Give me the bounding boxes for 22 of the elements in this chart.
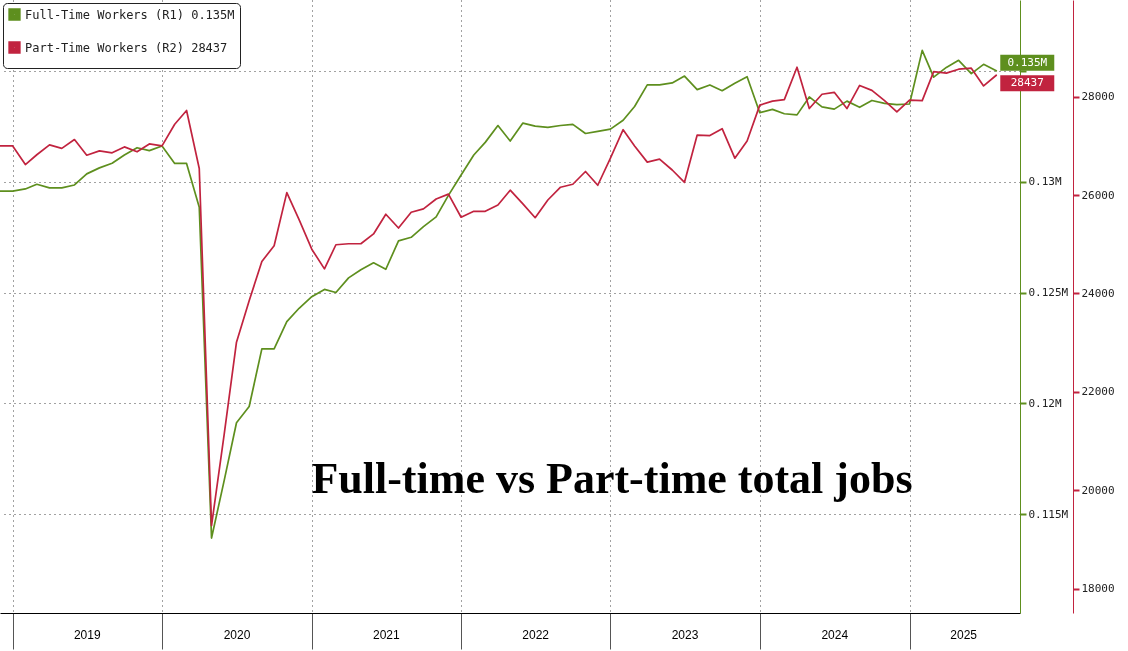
y2-tick-label: 28000: [1081, 90, 1115, 104]
y-tick-label: 0.115M: [1028, 507, 1069, 521]
y2-tick-label: 20000: [1081, 483, 1115, 497]
data-label: 28437: [1010, 76, 1044, 90]
x-tick-label: 2020: [223, 627, 251, 642]
x-tick-label: 2022: [522, 627, 550, 642]
y-tick-label: 0.12M: [1028, 396, 1062, 410]
y2-tick-label: 18000: [1081, 582, 1115, 596]
y2-tick-label: 26000: [1081, 188, 1115, 202]
y-tick-label: 0.125M: [1028, 286, 1069, 300]
y2-tick-label: 24000: [1081, 286, 1115, 300]
x-tick-label: 2019: [73, 627, 101, 642]
x-tick-label: 2024: [821, 627, 849, 642]
y2-tick-label: 22000: [1081, 385, 1115, 399]
x-tick-label: 2025: [950, 627, 978, 642]
legend-label: Full-Time Workers (R1) 0.135M: [25, 7, 235, 22]
data-label: 0.135M: [1007, 55, 1048, 69]
y-tick-label: 0.13M: [1028, 175, 1062, 189]
legend-label: Part-Time Workers (R2) 28437: [25, 40, 228, 55]
x-tick-label: 2021: [372, 627, 400, 642]
x-tick-label: 2023: [671, 627, 699, 642]
text: Full-time vs Part-time total jobs: [311, 454, 913, 503]
